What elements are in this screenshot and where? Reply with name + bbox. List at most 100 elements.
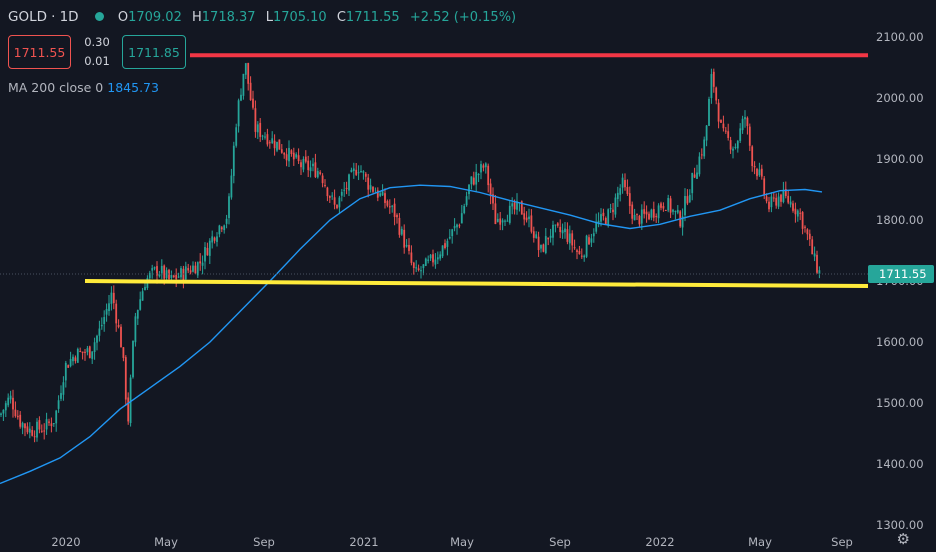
ma-legend[interactable]: MA 200 close 0 1845.73 — [8, 80, 159, 95]
candle — [134, 312, 137, 347]
candle — [516, 193, 518, 215]
candle — [319, 170, 322, 176]
candle — [818, 266, 821, 279]
candle — [48, 418, 50, 426]
candle — [417, 264, 420, 272]
candle — [108, 294, 110, 316]
candle — [472, 171, 475, 186]
candle — [213, 236, 216, 244]
candle — [33, 430, 36, 443]
candle — [571, 230, 574, 253]
sell-button[interactable]: 1711.55 — [8, 35, 71, 69]
candle — [160, 259, 163, 280]
gear-icon[interactable]: ⚙ — [896, 530, 910, 548]
candle — [580, 248, 583, 259]
candle — [427, 255, 430, 264]
candle — [422, 264, 425, 276]
open-value: 1709.02 — [128, 10, 182, 25]
candle — [211, 230, 214, 249]
candle — [127, 392, 130, 425]
candle — [304, 150, 307, 164]
candle — [151, 264, 154, 279]
candle — [456, 223, 458, 235]
candlestick-series — [0, 62, 821, 443]
candle — [626, 179, 629, 196]
candle — [494, 194, 497, 225]
candle — [196, 261, 199, 278]
candle — [657, 203, 660, 224]
candle — [439, 251, 442, 261]
candle — [105, 303, 108, 322]
candle — [165, 267, 168, 281]
candle — [705, 124, 708, 147]
candle — [566, 222, 569, 245]
high-value: 1718.37 — [201, 10, 256, 25]
candle — [40, 424, 43, 433]
candle — [532, 226, 535, 243]
candle — [544, 228, 547, 255]
y-tick-label: 1400.00 — [876, 457, 924, 471]
support-line[interactable] — [84, 279, 869, 289]
ma-200-line — [0, 184, 823, 485]
candle — [57, 395, 60, 413]
candle — [278, 139, 281, 150]
candle — [492, 187, 494, 211]
candle — [806, 228, 809, 241]
price-axis[interactable]: 2100.002000.001900.001800.001700.001600.… — [876, 30, 924, 532]
candle — [201, 255, 204, 275]
buy-button[interactable]: 1711.85 — [122, 35, 186, 69]
candle — [739, 123, 742, 143]
candle — [391, 204, 394, 213]
open-label: O — [117, 10, 129, 25]
candle — [470, 176, 473, 190]
candle — [451, 228, 454, 244]
candle — [744, 110, 746, 128]
candle — [672, 208, 674, 215]
symbol-name[interactable]: GOLD — [8, 9, 48, 25]
candle — [674, 210, 677, 220]
candle — [734, 143, 737, 150]
candle — [62, 376, 65, 401]
candle — [117, 319, 120, 329]
candle — [393, 198, 396, 226]
close-value: 1711.55 — [345, 10, 400, 25]
interval[interactable]: 1D — [59, 9, 79, 25]
spread-top: 0.30 — [84, 35, 110, 49]
candle — [336, 204, 338, 210]
candle — [0, 412, 2, 417]
candle — [273, 134, 276, 156]
x-tick-label: Sep — [831, 535, 853, 549]
candle — [69, 351, 72, 368]
candle — [808, 229, 811, 246]
candle — [780, 193, 782, 207]
candle — [312, 157, 314, 172]
candle — [139, 291, 142, 311]
candle — [698, 152, 701, 177]
candle — [182, 265, 185, 289]
candle — [184, 261, 187, 280]
candle — [748, 123, 751, 151]
candle — [247, 62, 250, 91]
candle — [52, 422, 55, 427]
y-tick-label: 1500.00 — [876, 396, 924, 410]
candle — [576, 248, 578, 260]
low-label: L — [265, 10, 273, 25]
candle — [228, 193, 230, 225]
candle — [328, 195, 331, 203]
candle — [772, 192, 775, 202]
candle — [480, 160, 482, 180]
candle — [398, 213, 401, 238]
candle — [489, 178, 492, 205]
candle — [55, 409, 58, 432]
candle — [434, 253, 437, 269]
candle — [290, 149, 293, 157]
candle — [799, 208, 802, 221]
time-axis[interactable]: 2020 May Sep 2021 May Sep 2022 May Sep — [51, 535, 852, 549]
candle — [708, 96, 710, 127]
candle — [403, 224, 406, 254]
candle — [141, 287, 144, 301]
candle — [528, 208, 530, 228]
candle — [556, 222, 559, 228]
candle — [482, 163, 485, 172]
